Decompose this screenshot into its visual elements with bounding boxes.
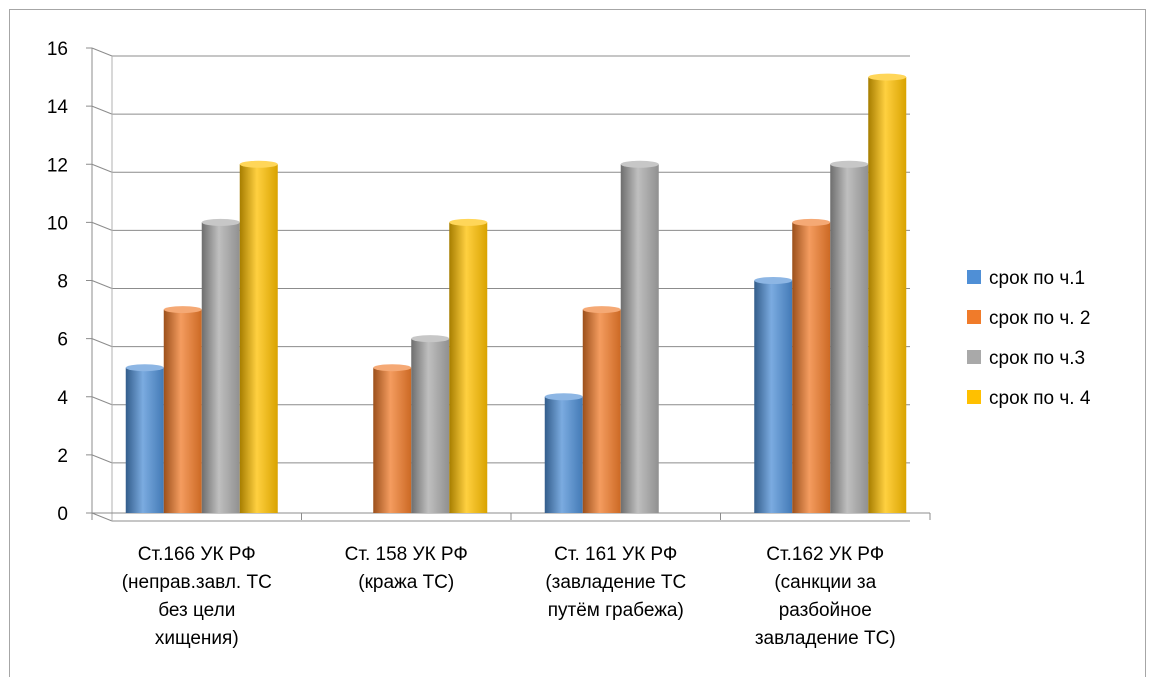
x-category-label: Ст. 161 УК РФ (завладение ТС путём грабежа…	[545, 544, 686, 621]
bar-top	[620, 160, 659, 168]
bar-top	[754, 277, 793, 284]
bar-2	[373, 367, 412, 513]
bar-top	[868, 73, 907, 81]
legend-swatch	[967, 310, 981, 324]
gridline-depth	[91, 280, 113, 289]
y-tick-label: 16	[47, 39, 68, 60]
x-category-label-line: (санкции за	[774, 572, 876, 593]
x-category-label-line: (завладение ТС	[545, 572, 686, 593]
x-category-label-line: разбойное	[779, 600, 872, 621]
legend-label: срок по ч.3	[989, 348, 1085, 369]
legend-label: срок по ч. 4	[989, 388, 1091, 409]
x-category-label-line: Ст.166 УК РФ	[138, 544, 256, 565]
y-tick-label: 4	[57, 388, 68, 409]
legend: срок по ч.1 срок по ч. 2 срок по ч.3 срок п…	[967, 268, 1091, 409]
gridline-depth	[91, 454, 113, 464]
bar-top	[449, 218, 488, 226]
bar-top	[239, 160, 278, 168]
bar-4	[449, 222, 488, 513]
bar-top	[163, 306, 202, 314]
bars	[125, 73, 907, 513]
bar-top	[582, 306, 621, 314]
x-category-label-line: завладение ТС)	[755, 628, 896, 649]
bar-top	[373, 364, 412, 372]
gridline-depth	[91, 105, 113, 115]
bar-top	[544, 393, 583, 401]
bar-3	[411, 338, 450, 513]
gridline-depth	[91, 221, 113, 231]
y-tick-label: 8	[57, 272, 68, 293]
bar-3	[201, 222, 240, 513]
y-tick-label: 14	[47, 97, 69, 118]
bar-1	[544, 396, 583, 513]
bar-3	[830, 164, 869, 513]
y-tick-label: 0	[57, 504, 68, 525]
bar-2	[792, 222, 831, 513]
bar-4	[239, 164, 278, 513]
y-tick-label: 10	[47, 213, 68, 234]
bar-4	[868, 77, 907, 513]
bar-top	[201, 218, 240, 226]
y-tick-label: 6	[57, 330, 68, 351]
bar-2	[582, 309, 621, 513]
bar-1	[125, 367, 164, 513]
x-category-label-line: хищения)	[155, 628, 239, 649]
x-category-label-line: без цели	[158, 600, 235, 621]
x-category-label-line: Ст. 161 УК РФ	[554, 544, 677, 565]
legend-swatch	[967, 390, 981, 404]
bar-top	[792, 218, 831, 226]
gridline-depth	[91, 512, 113, 522]
x-category-label-line: (неправ.завл. ТС	[122, 572, 272, 593]
gridline-depth	[91, 47, 113, 57]
x-category-label: Ст. 158 УК РФ (кража ТС)	[345, 544, 468, 593]
x-category-label: Ст.162 УК РФ (санкции за разбойное завладен…	[755, 544, 896, 649]
y-tick-label: 12	[47, 155, 68, 176]
bar-1	[754, 280, 793, 513]
gridline-depth	[91, 163, 113, 173]
bar-3	[620, 164, 659, 513]
legend-swatch	[967, 270, 981, 284]
bar-top	[411, 335, 450, 343]
x-category-label-line: Ст.162 УК РФ	[766, 544, 884, 565]
legend-label: срок по ч. 2	[989, 308, 1090, 329]
gridline-depth	[91, 338, 113, 348]
x-category-label: Ст.166 УК РФ (неправ.завл. ТС без цели хище…	[122, 544, 272, 649]
legend-label: срок по ч.1	[989, 268, 1085, 289]
gridline-depth	[91, 396, 113, 406]
legend-swatch	[967, 350, 981, 364]
bar-2	[163, 309, 202, 513]
x-category-label-line: (кража ТС)	[358, 572, 454, 593]
bar-top	[125, 364, 164, 372]
y-tick-label: 2	[57, 446, 68, 467]
tick-labels: 0 2 4 6 8 10 12 14 16 Ст.166 УК РФ (неправ.завл. Т…	[47, 39, 896, 649]
x-category-label-line: путём грабежа)	[548, 600, 684, 621]
x-category-label-line: Ст. 158 УК РФ	[345, 544, 468, 565]
bar-top	[830, 160, 869, 168]
